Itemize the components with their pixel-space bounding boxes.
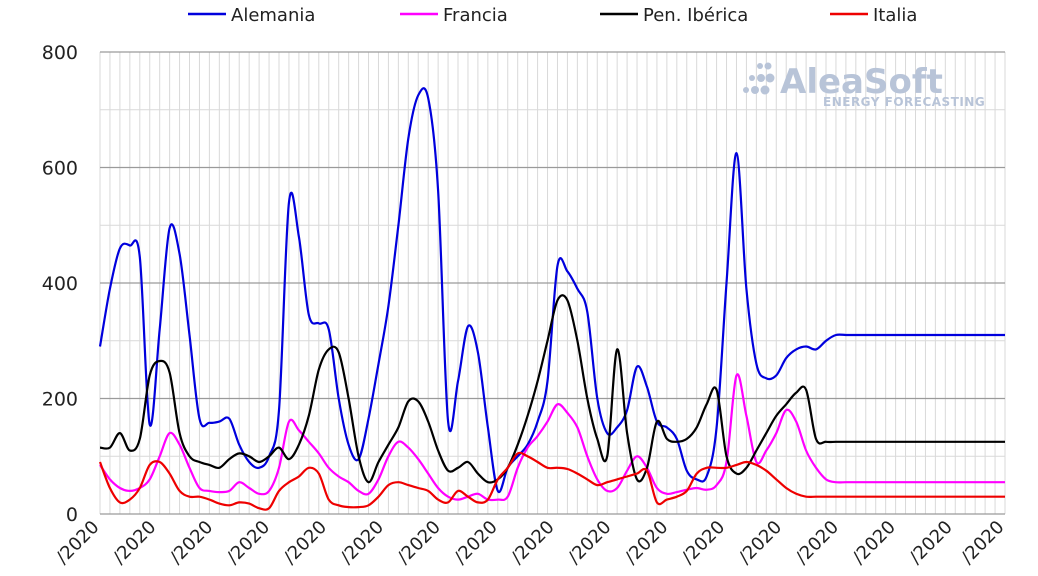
y-tick-label: 200 (42, 389, 78, 411)
legend-label: Alemania (231, 5, 315, 26)
x-tick-label: /2020 (450, 517, 502, 569)
legend-label: Francia (443, 5, 508, 26)
legend-item: Alemania (188, 5, 315, 26)
x-tick-label: /2020 (905, 517, 957, 569)
watermark-brand: AleaSoft (780, 62, 943, 102)
series-line-alemania (98, 87, 1005, 494)
x-tick-label: /2020 (678, 517, 730, 569)
x-tick-label: /2020 (564, 517, 616, 569)
x-tick-label: /2020 (336, 517, 388, 569)
x-tick-label: /2020 (507, 517, 559, 569)
watermark: AleaSoft ENERGY FORECASTING (743, 62, 985, 109)
legend: Alemania Francia Pen. Ibérica Italia (188, 5, 917, 26)
grid (99, 51, 1006, 515)
x-tick-label: /2020 (166, 517, 218, 569)
legend-label: Italia (873, 5, 917, 26)
y-tick-label: 600 (42, 158, 78, 180)
x-tick-label: /2020 (621, 517, 673, 569)
x-tick-label: /2020 (393, 517, 445, 569)
series-line-italia (98, 451, 1005, 511)
x-axis: /2020/2020/2020/2020/2020/2020/2020/2020… (52, 517, 1009, 569)
x-tick-label: /2020 (848, 517, 900, 569)
series-lines (98, 87, 1006, 511)
y-axis: 0 200 400 600 800 (42, 42, 78, 526)
x-tick-label: /2020 (792, 517, 844, 569)
y-tick-label: 400 (42, 273, 78, 295)
legend-item: Italia (830, 5, 917, 26)
y-tick-label: 800 (42, 42, 78, 64)
y-tick-label: 0 (66, 504, 78, 526)
x-tick-label: /2020 (109, 517, 161, 569)
watermark-dots-icon (743, 62, 775, 95)
x-tick-label: /2020 (957, 517, 1009, 569)
legend-label: Pen. Ibérica (643, 5, 748, 26)
series-line-pen-ib-rica (99, 294, 1006, 484)
legend-item: Pen. Ibérica (600, 5, 748, 26)
watermark-tagline: ENERGY FORECASTING (823, 95, 985, 109)
series-line-francia (99, 373, 1005, 502)
legend-item: Francia (400, 5, 508, 26)
x-tick-label: /2020 (280, 517, 332, 569)
x-tick-label: /2020 (735, 517, 787, 569)
x-tick-label: /2020 (223, 517, 275, 569)
